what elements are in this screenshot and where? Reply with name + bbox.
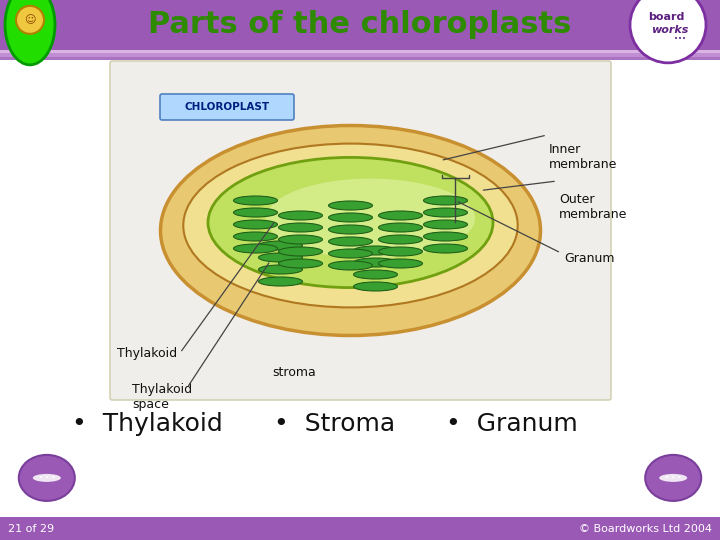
Text: ☺: ☺ — [24, 15, 36, 25]
Ellipse shape — [279, 259, 323, 268]
Bar — [0, 57, 720, 60]
Ellipse shape — [423, 232, 467, 241]
Ellipse shape — [423, 208, 467, 217]
Ellipse shape — [354, 246, 397, 255]
Ellipse shape — [354, 282, 397, 291]
Text: stroma: stroma — [272, 367, 316, 380]
FancyBboxPatch shape — [160, 94, 294, 120]
Text: Thylakoid
space: Thylakoid space — [132, 383, 192, 411]
Text: •••: ••• — [674, 36, 686, 42]
Ellipse shape — [379, 247, 423, 256]
Text: works: works — [652, 25, 689, 35]
Bar — [0, 53, 720, 57]
Ellipse shape — [328, 225, 372, 234]
Text: Outer
membrane: Outer membrane — [559, 193, 627, 221]
Text: 21 of 29: 21 of 29 — [8, 524, 54, 534]
Ellipse shape — [266, 179, 475, 259]
Text: Granum: Granum — [564, 252, 614, 265]
Ellipse shape — [258, 277, 302, 286]
Ellipse shape — [423, 220, 467, 229]
Ellipse shape — [233, 220, 277, 229]
Ellipse shape — [379, 259, 423, 268]
Ellipse shape — [233, 244, 277, 253]
Ellipse shape — [423, 196, 467, 205]
Ellipse shape — [233, 232, 277, 241]
Ellipse shape — [328, 213, 372, 222]
Text: • • •: • • • — [665, 475, 681, 481]
Ellipse shape — [328, 249, 372, 258]
FancyBboxPatch shape — [110, 61, 611, 400]
Ellipse shape — [379, 235, 423, 244]
Ellipse shape — [208, 157, 493, 288]
Ellipse shape — [328, 261, 372, 270]
Bar — [0, 0, 720, 50]
Ellipse shape — [233, 196, 277, 205]
Ellipse shape — [423, 244, 467, 253]
Ellipse shape — [660, 474, 687, 482]
Ellipse shape — [258, 241, 302, 250]
Ellipse shape — [379, 223, 423, 232]
Ellipse shape — [354, 258, 397, 267]
Circle shape — [630, 0, 706, 63]
Text: © Boardworks Ltd 2004: © Boardworks Ltd 2004 — [579, 524, 712, 534]
Bar — [0, 50, 720, 53]
Ellipse shape — [5, 0, 55, 65]
Ellipse shape — [379, 211, 423, 220]
Text: • • •: • • • — [39, 475, 55, 481]
Ellipse shape — [19, 455, 75, 501]
Ellipse shape — [258, 253, 302, 262]
Text: •  Stroma: • Stroma — [274, 412, 395, 436]
Ellipse shape — [328, 237, 372, 246]
Bar — [0, 517, 720, 540]
Ellipse shape — [354, 270, 397, 279]
Circle shape — [16, 6, 44, 34]
Text: Parts of the chloroplasts: Parts of the chloroplasts — [148, 10, 572, 39]
Ellipse shape — [279, 247, 323, 256]
Ellipse shape — [328, 201, 372, 210]
Ellipse shape — [279, 211, 323, 220]
Text: Thylakoid: Thylakoid — [117, 347, 177, 360]
Text: •  Thylakoid: • Thylakoid — [72, 412, 222, 436]
Ellipse shape — [161, 125, 541, 335]
Text: board: board — [648, 12, 684, 22]
Ellipse shape — [279, 223, 323, 232]
Ellipse shape — [233, 208, 277, 217]
Ellipse shape — [184, 144, 518, 307]
Text: •  Granum: • Granum — [446, 412, 578, 436]
Ellipse shape — [645, 455, 701, 501]
Text: CHLOROPLAST: CHLOROPLAST — [184, 102, 269, 112]
Ellipse shape — [258, 265, 302, 274]
Ellipse shape — [279, 235, 323, 244]
Text: Inner
membrane: Inner membrane — [549, 143, 617, 171]
Ellipse shape — [33, 474, 60, 482]
